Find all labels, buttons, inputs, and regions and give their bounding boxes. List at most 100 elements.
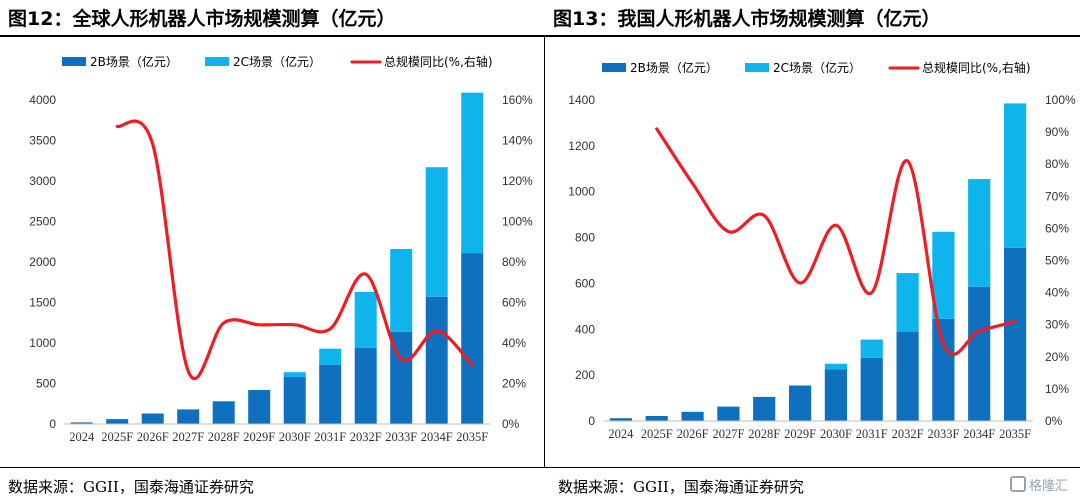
- y-tick-label: 500: [36, 377, 56, 391]
- y2-tick-label: 120%: [502, 174, 533, 188]
- y2-tick-label: 0%: [502, 417, 520, 431]
- bar-2b: [860, 357, 883, 421]
- bar-2b: [177, 409, 200, 424]
- y-tick-label: 3500: [29, 134, 56, 148]
- bar-2c: [425, 167, 448, 297]
- bar-2b: [789, 385, 812, 421]
- bar-2b: [968, 286, 991, 421]
- y2-tick-label: 50%: [1045, 254, 1069, 268]
- y2-tick-label: 20%: [1045, 350, 1069, 364]
- x-tick-label: 2026F: [677, 427, 709, 441]
- legend-swatch-2c: [745, 63, 769, 72]
- y-tick-label: 600: [575, 276, 595, 290]
- x-tick-label: 2035F: [999, 427, 1031, 441]
- chart-title-global: 图12：全球人形机器人市场规模测算（亿元）: [8, 8, 396, 30]
- bar-2b: [461, 253, 484, 424]
- y-tick-label: 1200: [568, 139, 595, 153]
- y2-tick-label: 70%: [1045, 189, 1069, 203]
- bar-2b: [354, 347, 377, 424]
- legend-label-2b: 2B场景（亿元）: [630, 60, 718, 75]
- y2-tick-label: 100%: [1045, 93, 1076, 107]
- global-market-chart: 2B场景（亿元） 2C场景（亿元） 总规模同比(%,右轴) 0 500 1000 1500 2…: [29, 54, 533, 444]
- x-tick-label: 2025F: [641, 427, 673, 441]
- bar-2c: [896, 273, 919, 332]
- x-tick-label: 2027F: [172, 430, 204, 444]
- y2-tick-label: 80%: [502, 255, 526, 269]
- x-tick-label: 2024: [608, 427, 634, 441]
- x-tick-label: 2032F: [892, 427, 924, 441]
- bar-2b: [390, 331, 413, 424]
- china-market-chart: 2B场景（亿元） 2C场景（亿元） 总规模同比(%,右轴) 0 200 400 600 800…: [568, 60, 1076, 441]
- yoy-growth-line: [115, 119, 474, 381]
- bar-2c: [860, 339, 883, 358]
- bar-2b: [824, 369, 847, 421]
- y-tick-label: 2000: [29, 255, 56, 269]
- bar-2c: [824, 363, 847, 370]
- y2-tick-label: 10%: [1045, 382, 1069, 396]
- x-tick-label: 2029F: [784, 427, 816, 441]
- bar-2c: [283, 372, 306, 378]
- watermark-text: 格隆汇: [1029, 478, 1069, 494]
- x-tick-label: 2028F: [748, 427, 780, 441]
- x-tick-label: 2030F: [279, 430, 311, 444]
- bar-2c: [354, 292, 377, 348]
- legend-label-2b: 2B场景（亿元）: [90, 54, 178, 69]
- x-tick-label: 2025F: [101, 430, 133, 444]
- bar-2c: [968, 179, 991, 287]
- bar-2c: [1004, 103, 1027, 248]
- bar-2b: [70, 422, 93, 424]
- y-tick-label: 1500: [29, 296, 56, 310]
- y2-tick-label: 160%: [502, 93, 533, 107]
- x-tick-label: 2033F: [385, 430, 417, 444]
- y2-tick-label: 80%: [1045, 157, 1069, 171]
- bottom-rule: [0, 467, 1080, 468]
- bar-2b: [248, 390, 271, 424]
- legend-label-2c: 2C场景（亿元）: [233, 54, 321, 69]
- bar-2c: [461, 92, 484, 254]
- bar-2b: [319, 364, 342, 424]
- bar-2b: [283, 377, 306, 424]
- source-note-global: 数据来源：GGII，国泰海通证券研究: [8, 478, 254, 496]
- x-tick-label: 2027F: [712, 427, 744, 441]
- x-tick-label: 2028F: [208, 430, 240, 444]
- x-tick-label: 2034F: [421, 430, 453, 444]
- y-tick-label: 2500: [29, 215, 56, 229]
- x-tick-label: 2035F: [456, 430, 488, 444]
- x-tick-label: 2029F: [243, 430, 275, 444]
- y2-tick-label: 100%: [502, 215, 533, 229]
- bar-2b: [681, 411, 704, 421]
- x-tick-label: 2032F: [350, 430, 382, 444]
- source-note-china: 数据来源：GGII，国泰海通证券研究: [558, 478, 804, 496]
- y-tick-label: 4000: [29, 93, 56, 107]
- bar-2b: [896, 331, 919, 421]
- x-tick-label: 2034F: [963, 427, 995, 441]
- y2-tick-label: 60%: [1045, 221, 1069, 235]
- x-tick-label: 2024: [69, 430, 95, 444]
- x-tick-label: 2026F: [137, 430, 169, 444]
- y-tick-label: 3000: [29, 174, 56, 188]
- legend-swatch-2c: [205, 57, 229, 66]
- bar-2b: [1004, 247, 1027, 421]
- y2-tick-label: 60%: [502, 296, 526, 310]
- bar-2c: [319, 348, 342, 365]
- y2-tick-label: 140%: [502, 134, 533, 148]
- bar-2b: [212, 401, 235, 424]
- y-tick-label: 1400: [568, 93, 595, 107]
- y-tick-label: 0: [49, 417, 56, 431]
- x-tick-label: 2030F: [820, 427, 852, 441]
- y-tick-label: 1000: [29, 336, 56, 350]
- legend-swatch-2b: [62, 57, 86, 66]
- bar-2b: [425, 296, 448, 424]
- y2-tick-label: 90%: [1045, 125, 1069, 139]
- y2-tick-label: 30%: [1045, 318, 1069, 332]
- legend-swatch-2b: [602, 63, 626, 72]
- y2-tick-label: 40%: [502, 336, 526, 350]
- y2-tick-label: 40%: [1045, 286, 1069, 300]
- bar-2b: [609, 418, 632, 421]
- chart-title-china: 图13：我国人形机器人市场规模测算（亿元）: [553, 8, 941, 30]
- bar-2b: [753, 396, 776, 421]
- legend-label-yoy: 总规模同比(%,右轴): [384, 54, 493, 69]
- watermark: 格隆汇: [1010, 472, 1070, 496]
- bar-2b: [932, 319, 955, 421]
- bar-2c: [932, 231, 955, 319]
